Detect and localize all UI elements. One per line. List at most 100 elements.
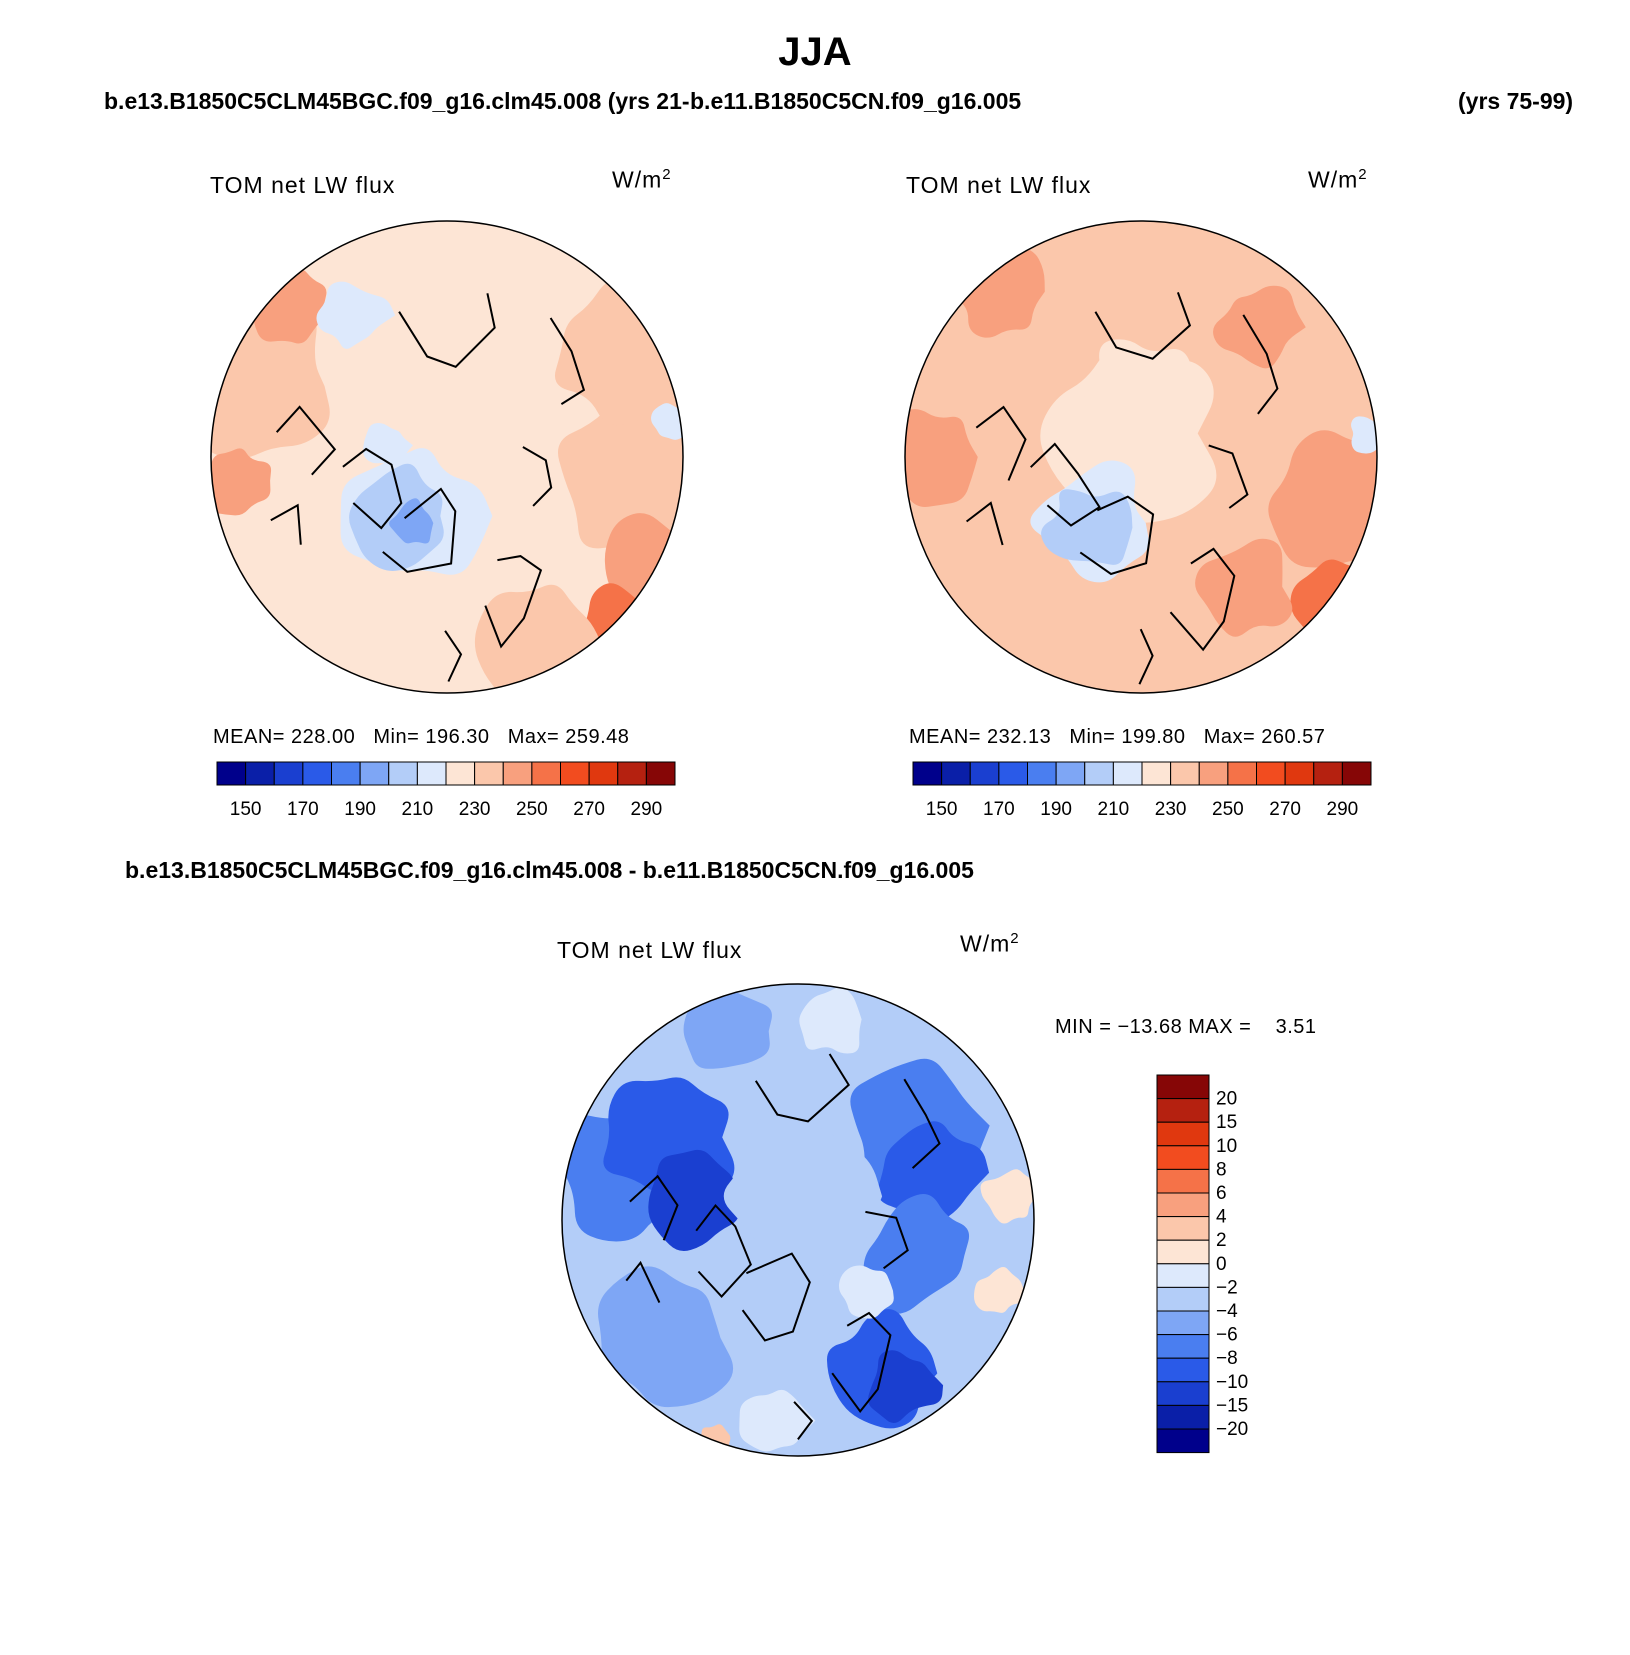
panel3-colorbar-box <box>1156 1334 1210 1359</box>
panel1-map-field-patch <box>363 423 413 468</box>
panel2-map-field-patch <box>1213 285 1306 369</box>
panel2-colorbar-tick: 190 <box>1040 799 1072 820</box>
coastline-4 <box>903 1078 941 1169</box>
panel2-colorbar-tick: 250 <box>1212 799 1244 820</box>
panel1-colorbar-tick: 210 <box>402 799 434 820</box>
panel1-colorbar-box <box>645 761 676 786</box>
panel2-colorbar-tick: 170 <box>983 799 1015 820</box>
panel1-variable-title: TOM net LW flux <box>210 172 396 198</box>
panel1-colorbar-tick: 290 <box>631 799 663 820</box>
panel1-map-field-patch <box>211 448 272 516</box>
panel3-stats: MIN = −13.68 MAX = 3.51 <box>1055 1016 1317 1038</box>
panel3-map-field-patch <box>980 1169 1034 1224</box>
panel2-units: W/m2 <box>1308 166 1368 193</box>
panel1-colorbar-box <box>588 761 619 786</box>
panel3-colorbar-box <box>1156 1098 1210 1123</box>
panel1-colorbar-box <box>388 761 418 786</box>
panel2-colorbar-box <box>1027 761 1057 786</box>
panel1-map-field-patch <box>582 583 676 680</box>
panel3-map-field-patch <box>974 1267 1024 1313</box>
panel1-colorbar-box <box>216 761 247 786</box>
panel2-map-field-patch <box>1041 489 1133 565</box>
panel3-colorbar-tick: −10 <box>1216 1372 1248 1393</box>
panel1-colorbar-box <box>474 761 504 786</box>
panel3-colorbar-tick: −2 <box>1216 1277 1238 1298</box>
coastline-3 <box>1094 292 1192 360</box>
panel2-map-boundary <box>904 220 1378 694</box>
panel3-colorbar-tick: 6 <box>1216 1183 1227 1204</box>
panel3-colorbar-tick: −20 <box>1216 1419 1248 1440</box>
coastline-2 <box>484 555 543 649</box>
panel3-colorbar-tick: 0 <box>1216 1254 1227 1275</box>
panel2-colorbar-tick: 290 <box>1327 799 1359 820</box>
panel2-colorbar: 150 170 190 210 230 250 270 290 <box>912 761 1372 820</box>
panel3-colorbar-tick: 10 <box>1216 1136 1237 1157</box>
panel1-colorbar-box <box>273 761 304 786</box>
panel3-colorbar-box <box>1156 1074 1210 1100</box>
panel1-colorbar: 150 170 190 210 230 250 270 290 <box>216 761 676 820</box>
coastline-8 <box>1138 628 1154 685</box>
panel3-map-field-patch <box>838 1265 894 1319</box>
panel3-colorbar-box <box>1156 1381 1210 1406</box>
panel2-colorbar-box <box>1141 761 1172 786</box>
panel1-colorbar-box <box>445 761 476 786</box>
panel1-colorbar-tick: 190 <box>344 799 376 820</box>
panel2-variable-title: TOM net LW flux <box>906 172 1092 198</box>
coastline-5 <box>522 446 553 507</box>
coastline-4 <box>549 317 586 405</box>
panel2-colorbar-box <box>1055 761 1086 786</box>
coastline-0 <box>1030 442 1101 527</box>
case2-title: b.e11.B1850C5CN.f09_g16.005 <box>690 88 1022 114</box>
panel3-colorbar-tick: −4 <box>1216 1301 1238 1322</box>
panel2-map-field-patch <box>1268 430 1377 568</box>
panel3-colorbar-box <box>1156 1168 1210 1194</box>
panel3-map-field-patch <box>597 1266 734 1408</box>
panel1-colorbar-tick: 250 <box>516 799 548 820</box>
panel1-colorbar-tick: 270 <box>573 799 605 820</box>
coastline-1 <box>1079 495 1155 576</box>
coastline-8 <box>793 1401 814 1441</box>
coastline-7 <box>965 501 1004 546</box>
panel1-units: W/m2 <box>612 166 672 193</box>
coastline-3 <box>398 293 496 368</box>
panel2-map-field-patch <box>905 409 978 508</box>
coastline-3 <box>754 1053 850 1123</box>
panel3-variable-title: TOM net LW flux <box>557 937 743 963</box>
panel2-colorbar-box <box>1341 761 1372 786</box>
panel2-colorbar-box <box>1284 761 1315 786</box>
coastline-6 <box>975 405 1027 481</box>
panel2-colorbar-tick: 270 <box>1269 799 1301 820</box>
panel1-colorbar-box <box>359 761 390 786</box>
coastline-7 <box>270 503 302 545</box>
panel2-colorbar-tick: 230 <box>1155 799 1187 820</box>
case1-title: b.e13.B1850C5CLM45BGC.f09_g16.clm45.008 … <box>104 88 690 114</box>
panel3-colorbar-tick: 15 <box>1216 1112 1237 1133</box>
panel1-colorbar-box <box>245 761 275 786</box>
panel1-map-field-patch <box>389 498 434 544</box>
panel1-colorbar-tick: 150 <box>230 799 262 820</box>
panel1-colorbar-box <box>560 761 590 786</box>
coastline-7 <box>625 1260 661 1304</box>
coastline-5 <box>1208 444 1249 509</box>
panel3-colorbar-box <box>1156 1310 1210 1336</box>
coastline-6 <box>629 1174 679 1241</box>
panel2-map-field-patch <box>1195 538 1293 637</box>
panel3-colorbar-box <box>1156 1404 1210 1430</box>
panel2-colorbar-box <box>1170 761 1200 786</box>
coastline-4 <box>1242 314 1279 415</box>
coastline-5 <box>865 1210 909 1270</box>
panel3-colorbar-tick: 8 <box>1216 1159 1227 1180</box>
coastline-1 <box>741 1252 811 1342</box>
panel1-colorbar-tick: 230 <box>459 799 491 820</box>
panel3-colorbar-box <box>1156 1286 1210 1312</box>
figure-title: JJA <box>778 30 852 74</box>
panel2-colorbar-box <box>998 761 1028 786</box>
coastline-1 <box>382 487 457 573</box>
panel3-colorbar-box <box>1156 1357 1210 1383</box>
panel1-stats: MEAN= 228.00 Min= 196.30 Max= 259.48 <box>213 726 630 748</box>
coastline-2 <box>1169 547 1236 652</box>
case2-years: (yrs 75-99) <box>1458 88 1574 114</box>
panel3-colorbar-tick: 2 <box>1216 1230 1227 1251</box>
coastline-0 <box>695 1203 752 1298</box>
